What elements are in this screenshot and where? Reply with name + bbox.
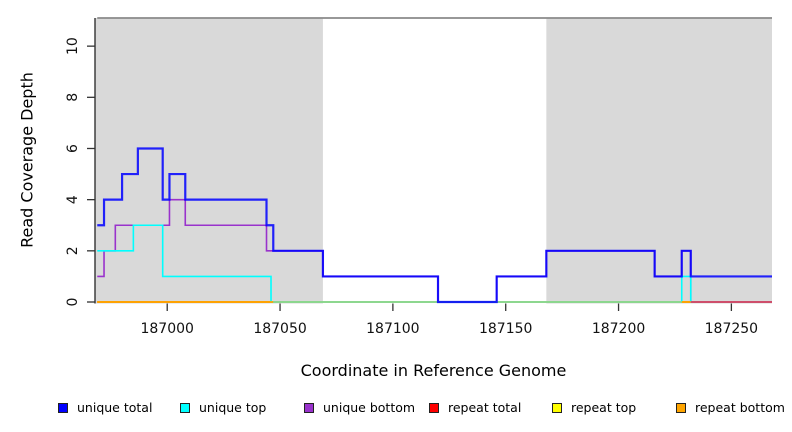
x-axis-title: Coordinate in Reference Genome	[300, 361, 567, 380]
series-unique-total	[97, 147, 772, 304]
x-tick-label: 187200	[592, 321, 645, 337]
series-unique-top	[97, 224, 772, 303]
x-tick-label: 187250	[705, 321, 758, 337]
legend-item-unique-top: unique top	[180, 401, 266, 415]
legend-item-unique-bottom: unique bottom	[304, 401, 415, 415]
legend-item-repeat-top: repeat top	[552, 401, 636, 415]
y-tick-label: 0	[65, 298, 81, 307]
legend-item-unique-total: unique total	[58, 401, 152, 415]
y-tick-label: 8	[65, 93, 81, 102]
x-tick-label: 187050	[253, 321, 306, 337]
y-axis-title: Read Coverage Depth	[17, 72, 37, 248]
repeat-bottom-swatch-icon	[676, 403, 686, 413]
legend-item-repeat-total: repeat total	[429, 401, 521, 415]
x-tick-label: 187100	[366, 321, 419, 337]
repeat-top-swatch-icon	[552, 403, 562, 413]
legend-label: repeat bottom	[695, 400, 785, 415]
unique-total-swatch-icon	[58, 403, 68, 413]
y-tick-label: 6	[65, 144, 81, 153]
legend-item-repeat-bottom: repeat bottom	[676, 401, 785, 415]
legend-label: repeat total	[448, 400, 522, 415]
repeat-region-shading	[95, 18, 323, 304]
unique-bottom-swatch-icon	[304, 403, 314, 413]
x-tick-label: 187150	[479, 321, 532, 337]
x-tick-label: 187000	[140, 321, 193, 337]
unique-top-swatch-icon	[180, 403, 190, 413]
legend-label: repeat top	[571, 400, 637, 415]
repeat-total-swatch-icon	[429, 403, 439, 413]
repeat-region-shading	[546, 18, 772, 304]
legend-label: unique bottom	[323, 400, 416, 415]
legend-label: unique top	[199, 400, 267, 415]
y-tick-label: 10	[65, 37, 81, 55]
y-tick-label: 4	[65, 195, 81, 204]
legend-label: unique total	[77, 400, 153, 415]
y-tick-label: 2	[65, 246, 81, 255]
